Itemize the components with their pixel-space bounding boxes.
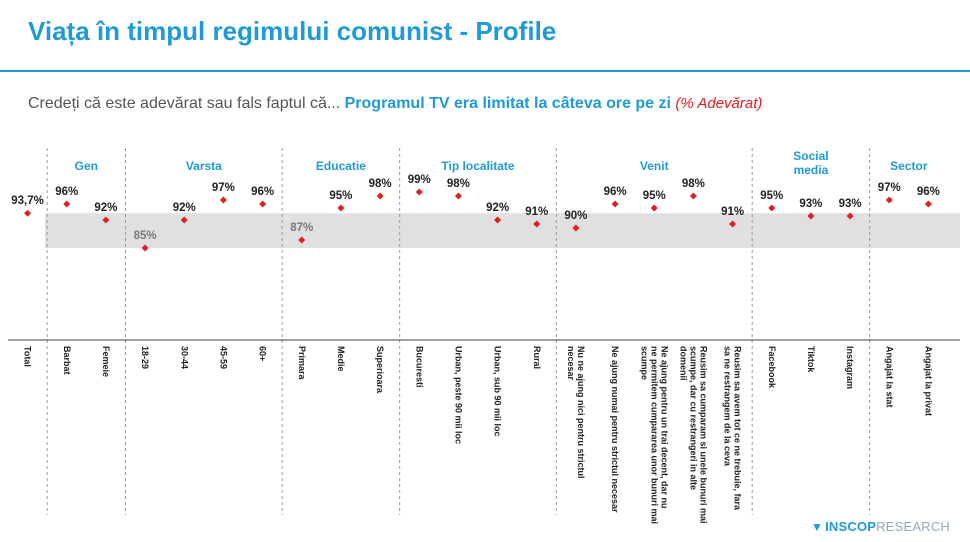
data-label: 98%: [447, 178, 470, 190]
data-label: 92%: [486, 202, 509, 214]
category-label: Urban, sub 90 mii loc: [493, 346, 503, 437]
category-label: Bucuresti: [414, 346, 424, 388]
data-point: [846, 212, 854, 220]
data-point: [337, 204, 345, 212]
category-label: 18-29: [140, 346, 150, 369]
data-point: [219, 196, 227, 204]
category-label: Facebook: [767, 346, 777, 389]
data-point: [611, 200, 619, 208]
group-header: Educatie: [316, 159, 366, 173]
data-label: 85%: [134, 230, 157, 242]
data-point: [24, 209, 32, 217]
group-header: Social media: [793, 149, 828, 177]
category-label: 30-44: [179, 346, 189, 369]
data-label: 91%: [525, 206, 548, 218]
category-label: Superioara: [375, 346, 385, 394]
category-label: Barbat: [62, 346, 72, 375]
group-header: Venit: [640, 159, 669, 173]
category-label: Primara: [297, 346, 307, 381]
data-point: [885, 196, 893, 204]
data-point: [102, 216, 110, 224]
category-label: Tiktok: [806, 346, 816, 373]
data-point: [924, 200, 932, 208]
data-label: 95%: [760, 190, 783, 202]
data-point: [650, 204, 658, 212]
data-label: 96%: [251, 186, 274, 198]
logo-mark-icon: ▼: [811, 520, 824, 534]
data-label: 95%: [329, 190, 352, 202]
question-lead: Credeți că este adevărat sau fals faptul…: [28, 95, 341, 112]
brand-name-light: RESEARCH: [876, 519, 950, 534]
data-label: 98%: [682, 178, 705, 190]
data-point: [572, 224, 580, 232]
question-note: (% Adevărat): [675, 95, 763, 112]
data-point: [180, 216, 188, 224]
data-point: [494, 216, 502, 224]
title-divider: [0, 70, 970, 72]
data-label: 97%: [212, 182, 235, 194]
brand-logo: ▼ INSCOPRESEARCH: [811, 519, 950, 534]
data-point: [533, 220, 541, 228]
category-label: 45-59: [218, 346, 228, 369]
data-label: 99%: [408, 174, 431, 186]
question-highlight: Programul TV era limitat la câteva ore p…: [344, 95, 671, 112]
data-point: [259, 200, 267, 208]
data-label: 90%: [564, 210, 587, 222]
category-label: Ne ajung pentru un trai decent, dar nune…: [639, 346, 669, 524]
group-header: Sector: [890, 159, 928, 173]
category-label: Instagram: [845, 346, 855, 389]
data-point: [376, 192, 384, 200]
data-point: [689, 192, 697, 200]
question-text: Credeți că este adevărat sau fals faptul…: [28, 95, 762, 113]
data-label: 93%: [799, 198, 822, 210]
category-label: Medie: [336, 346, 346, 372]
data-label: 93%: [839, 198, 862, 210]
category-label: Total: [23, 346, 33, 367]
data-label: 92%: [94, 202, 117, 214]
category-label: Ne ajung numai pentru strictul necesar: [610, 346, 620, 513]
page-title: Viața în timpul regimului comunist - Pro…: [28, 16, 557, 46]
data-point: [63, 200, 71, 208]
data-label: 96%: [917, 186, 940, 198]
data-label: 87%: [290, 222, 313, 234]
data-point: [729, 220, 737, 228]
category-label: 60+: [258, 346, 268, 361]
data-point: [298, 236, 306, 244]
data-point: [807, 212, 815, 220]
data-label: 93,7%: [11, 195, 44, 207]
reference-band: [45, 213, 960, 248]
data-label: 97%: [878, 182, 901, 194]
data-point: [415, 188, 423, 196]
data-label: 98%: [369, 178, 392, 190]
data-label: 92%: [173, 202, 196, 214]
category-label: Rural: [532, 346, 542, 369]
data-label: 96%: [55, 186, 78, 198]
group-header: Tip localitate: [441, 159, 514, 173]
data-point: [454, 192, 462, 200]
category-label: Reusim sa avem tot ce ne trebuie, farasa…: [723, 346, 743, 511]
category-label: Femeie: [101, 346, 111, 377]
category-label: Angajat la privat: [923, 346, 933, 416]
data-point: [768, 204, 776, 212]
group-header: Varsta: [186, 159, 222, 173]
category-label: Angajat la stat: [884, 346, 894, 408]
data-point: [141, 244, 149, 252]
data-label: 96%: [604, 186, 627, 198]
data-label: 91%: [721, 206, 744, 218]
brand-name-bold: INSCOP: [825, 519, 877, 534]
category-label: Reusim sa cumparam si unele bunuri maisc…: [678, 346, 708, 524]
group-header: Gen: [75, 159, 98, 173]
category-label: Nu ne ajung nici pentru strictulnecesar: [566, 346, 586, 479]
data-label: 95%: [643, 190, 666, 202]
category-label: Urban, peste 90 mii loc: [453, 346, 463, 444]
